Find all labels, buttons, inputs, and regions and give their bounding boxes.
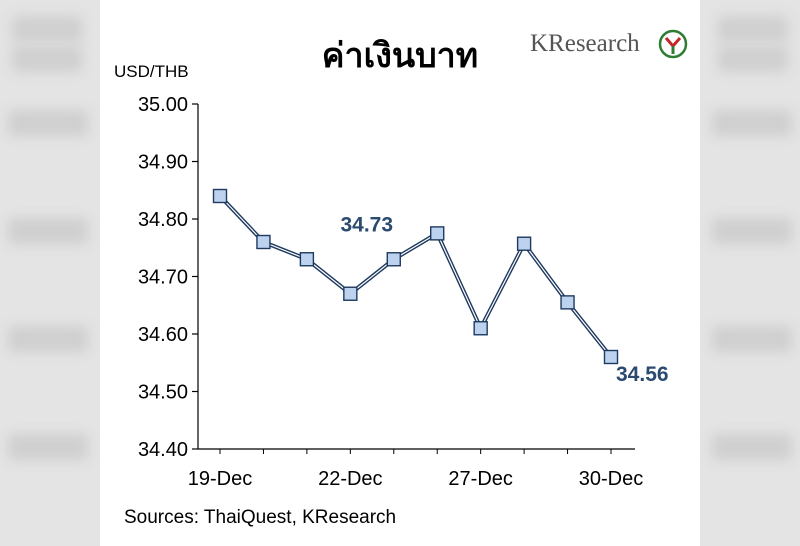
y-tick-label: 34.60 — [138, 324, 188, 346]
data-label: 34.73 — [340, 213, 393, 236]
data-label: 34.56 — [616, 363, 669, 386]
chart-panel: ค่าเงินบาท KResearch USD/THB 34.40 34.50 3… — [100, 0, 700, 546]
brand-name: KResearch — [530, 30, 640, 57]
blurred-background-right — [700, 0, 800, 546]
y-tick-label: 34.70 — [138, 267, 188, 289]
source-note: Sources: ThaiQuest, KResearch — [124, 507, 397, 528]
blurred-background-left — [0, 0, 100, 546]
y-tick-label: 35.00 — [138, 94, 188, 116]
data-point — [603, 349, 619, 365]
blurred-text — [8, 218, 88, 244]
blurred-text — [712, 434, 792, 460]
blurred-text — [8, 434, 88, 460]
blurred-text — [12, 16, 82, 42]
data-point — [212, 188, 228, 204]
kbank-logo-icon — [658, 29, 688, 59]
blurred-text — [712, 326, 792, 352]
y-tick-label: 34.40 — [138, 439, 188, 461]
x-tick-label: 22-Dec — [318, 468, 382, 490]
data-point — [343, 286, 358, 301]
data-point — [299, 252, 315, 267]
blurred-text — [712, 218, 792, 244]
data-point — [256, 234, 271, 250]
data-point — [516, 236, 532, 251]
line-chart: 34.40 34.50 34.60 34.70 34.80 34.90 35.00 19-De… — [138, 94, 669, 490]
y-tick-label: 34.80 — [138, 209, 188, 231]
data-point — [430, 226, 445, 241]
blurred-text — [718, 16, 788, 42]
y-tick-label: 34.50 — [138, 382, 188, 404]
blurred-text — [8, 326, 88, 352]
x-tick-label: 27-Dec — [448, 468, 512, 490]
blurred-text — [12, 46, 82, 72]
blurred-text — [718, 46, 788, 72]
x-tick-label: 19-Dec — [188, 468, 252, 490]
data-point — [386, 252, 401, 267]
blurred-text — [8, 110, 88, 136]
data-point — [473, 321, 488, 336]
y-tick-label: 34.90 — [138, 152, 188, 174]
blurred-text — [712, 110, 792, 136]
chart-title: ค่าเงินบาท — [321, 36, 479, 76]
data-point — [560, 295, 575, 310]
series-line — [218, 194, 613, 359]
x-tick-label: 30-Dec — [579, 468, 643, 490]
series-line-highlight — [219, 195, 612, 358]
y-axis-unit-label: USD/THB — [114, 62, 189, 81]
